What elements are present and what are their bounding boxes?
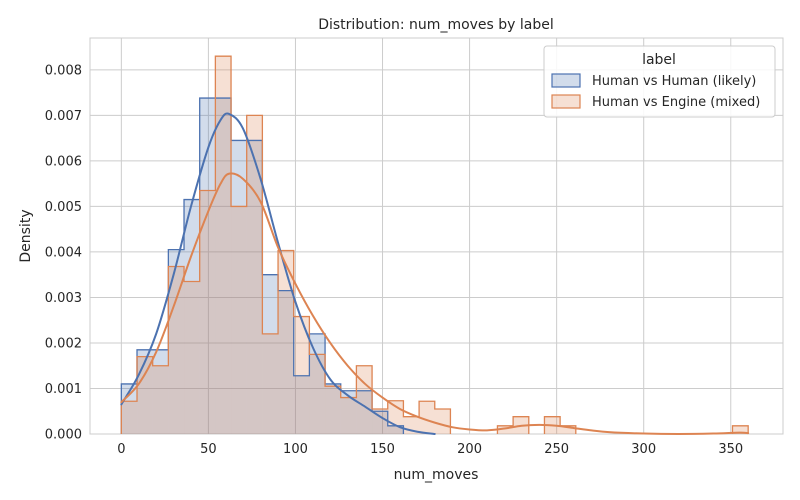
x-axis-title: num_moves (394, 467, 479, 483)
legend-label-human-vs-engine: Human vs Engine (mixed) (592, 95, 760, 110)
histogram-bar-human-vs-human (309, 333, 326, 434)
histogram-bar-human-vs-human (293, 375, 310, 434)
x-tick-label: 0 (117, 442, 125, 457)
histogram-bar-human-vs-engine (372, 408, 388, 434)
histogram-bar-human-vs-engine (199, 190, 216, 434)
histogram-bar-human-vs-engine (356, 365, 373, 434)
x-tick-label: 250 (544, 442, 569, 457)
x-tick-label: 150 (370, 442, 395, 457)
legend-label-human-vs-human: Human vs Human (likely) (592, 74, 756, 89)
histogram-bar-human-vs-engine (732, 425, 749, 434)
histogram-bar-human-vs-engine (340, 397, 357, 434)
histogram-bar-human-vs-engine (309, 354, 326, 434)
histogram-bar-human-vs-engine (246, 115, 263, 435)
legend-swatch-human-vs-engine (551, 94, 581, 109)
y-tick-label: 0.006 (45, 154, 82, 169)
y-tick-label: 0.001 (45, 382, 82, 397)
histogram-bar-human-vs-engine (325, 386, 341, 434)
histogram-outline-human-vs-engine (120, 55, 749, 434)
series-layer (120, 55, 750, 436)
histogram-bar-human-vs-engine (434, 408, 451, 434)
y-tick-label: 0.007 (45, 109, 82, 124)
x-tick-label: 300 (631, 442, 656, 457)
histogram-bar-human-vs-engine (497, 425, 514, 434)
histogram-bar-human-vs-human (168, 249, 185, 434)
histogram-bar-human-vs-human (262, 274, 279, 434)
histogram-bar-human-vs-engine (121, 401, 138, 434)
histogram-bar-human-vs-engine (152, 365, 169, 434)
legend-title: label (642, 52, 676, 68)
histogram-bar-human-vs-engine (137, 356, 153, 434)
chart-title: Distribution: num_moves by label (318, 17, 554, 33)
histogram-bar-human-vs-engine (168, 266, 185, 434)
y-axis-title: Density (18, 209, 34, 262)
legend-swatch-human-vs-human (551, 73, 581, 88)
histogram-bar-human-vs-human (325, 383, 341, 434)
histogram-bar-human-vs-human (278, 290, 294, 434)
kde-curve-human-vs-human (120, 112, 436, 435)
legend: label Human vs Human (likely) Human vs E… (543, 45, 776, 118)
x-tick-label: 50 (200, 442, 217, 457)
axes: 0 50 100 150 200 250 300 350 0.000 0.001 0.002 0.00… (45, 63, 743, 457)
y-tick-label: 0.002 (45, 336, 82, 351)
x-tick-label: 350 (718, 442, 743, 457)
y-tick-label: 0.005 (45, 200, 82, 215)
y-tick-label: 0.000 (45, 428, 82, 443)
x-tick-label: 200 (457, 442, 482, 457)
histogram-bar-human-vs-engine (215, 56, 232, 434)
histogram-bar-human-vs-human (372, 411, 388, 434)
y-tick-label: 0.008 (45, 63, 82, 78)
histogram-bar-human-vs-human (387, 425, 404, 434)
y-tick-label: 0.003 (45, 291, 82, 306)
histogram-bar-human-vs-engine (262, 333, 279, 434)
histogram-bar-human-vs-engine (560, 425, 576, 434)
y-tick-label: 0.004 (45, 245, 82, 260)
histogram-bar-human-vs-engine (278, 250, 294, 434)
histogram-bar-human-vs-engine (231, 206, 247, 434)
legend-box (543, 45, 776, 118)
kde-curve-human-vs-engine (120, 172, 750, 436)
histogram-bar-human-vs-engine (419, 401, 435, 434)
histogram-bar-human-vs-engine (184, 281, 200, 434)
histogram-bar-human-vs-human (184, 199, 200, 434)
x-tick-label: 100 (283, 442, 308, 457)
